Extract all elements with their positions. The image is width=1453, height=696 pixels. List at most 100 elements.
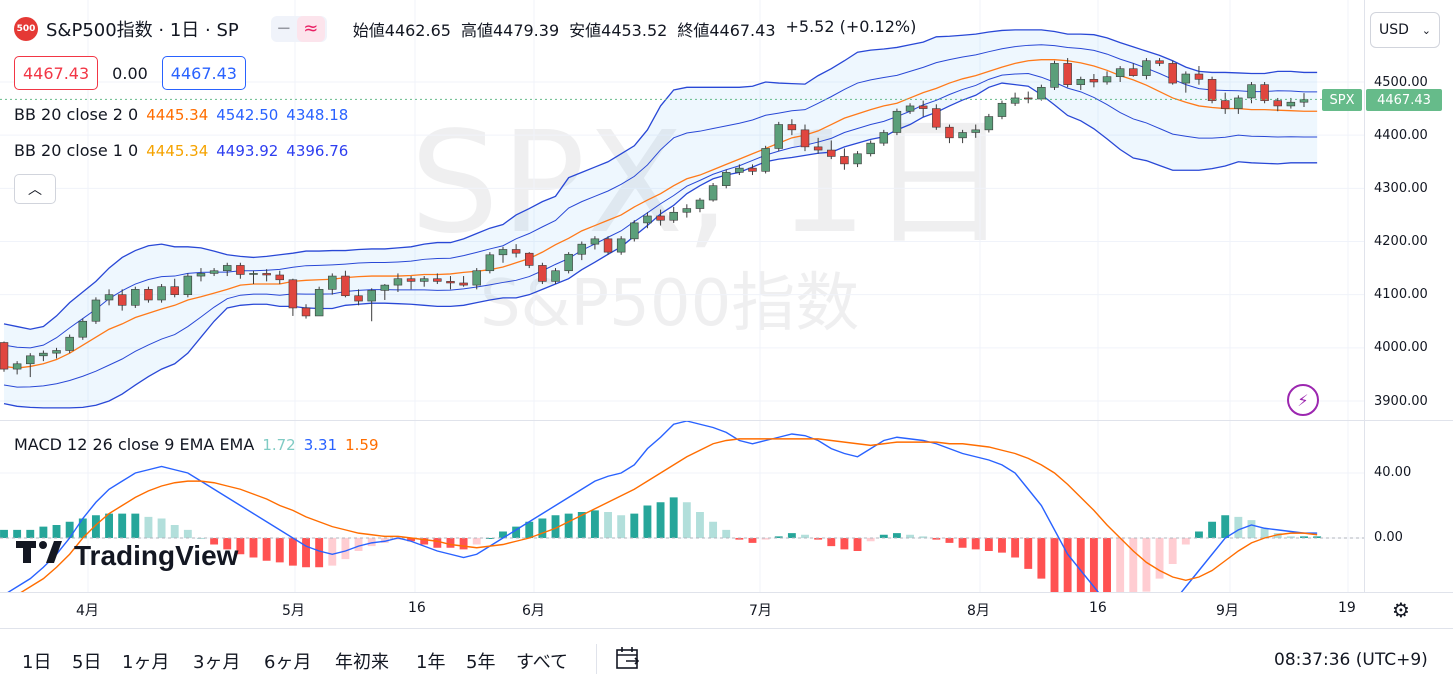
macd-histogram-bar [551,515,560,538]
range-1y-button[interactable]: 1年 [416,652,446,673]
symbol-price-tag: SPX [1322,89,1362,111]
time-axis[interactable] [0,592,1453,628]
bid-box[interactable]: 4467.43 [14,56,99,90]
price-scale[interactable] [1364,0,1453,592]
macd-histogram-bar [892,533,901,538]
bb2-name: BB 20 close 1 0 [14,141,139,160]
macd-histogram-bar [906,534,914,538]
low-value: 4453.52 [601,21,668,40]
macd-histogram-bar [604,512,612,538]
macd-histogram-bar [1286,536,1295,538]
candle-body [262,273,271,276]
high-label: 高値 [460,21,493,40]
range-5d-button[interactable]: 5日 [72,652,102,673]
macd-histogram-bar [262,538,271,561]
candle-body [236,265,245,275]
candle-body [721,172,731,186]
lightning-icon[interactable]: ⚡ [1287,384,1319,416]
candle-body [328,275,337,290]
macd-histogram-bar [1116,538,1125,592]
clock-display[interactable]: 08:37:36 (UTC+9) [1274,650,1428,670]
calendar-goto-icon[interactable] [614,644,642,678]
candle-body [827,149,836,157]
candle-body [1207,79,1217,101]
candle-body [1063,63,1072,85]
candle-body [406,278,416,282]
tradingview-mark-icon [16,538,64,573]
macd-histogram-bar [39,526,48,538]
macd-histogram-bar [630,513,639,538]
macd-histogram-bar [105,513,113,538]
range-6m-button[interactable]: 6ヶ月 [264,652,312,673]
candle-body [1010,97,1020,104]
spread-value: 0.00 [112,63,148,83]
bb1-legend[interactable]: BB 20 close 2 0 4445.34 4542.50 4348.18 [14,105,348,124]
candle-body [12,363,22,370]
close-label: 終値 [677,21,710,40]
chevron-down-icon: ⌄ [1421,23,1431,37]
candle-body [314,289,324,317]
range-ytd-button[interactable]: 年初来 [335,652,389,673]
range-1m-button[interactable]: 1ヶ月 [122,652,170,673]
candle-body [643,215,652,224]
currency-select[interactable]: USD ⌄ [1370,12,1440,48]
range-1d-button[interactable]: 1日 [22,652,52,673]
macd-histogram-bar [748,538,757,543]
candle-body [748,167,757,172]
candle-body [656,215,665,221]
candle-body [341,275,350,297]
bb2-lower: 4396.76 [286,141,349,160]
candle-body [249,273,258,275]
candle-body [1260,84,1269,101]
candle-body [157,286,166,301]
close-value: 4467.43 [709,21,776,40]
minus-icon[interactable]: − [276,18,292,39]
pane-separator[interactable] [0,420,1453,421]
ask-box[interactable]: 4467.43 [161,56,246,90]
macd-histogram-bar [1063,538,1072,592]
macd-histogram-bar [512,526,521,538]
macd-histogram-bar [853,538,862,551]
bb2-legend[interactable]: BB 20 close 1 0 4445.34 4493.92 4396.76 [14,141,348,160]
time-tick: 5月 [282,603,305,619]
range-all-button[interactable]: すべて [516,652,569,673]
candle-body [590,238,600,245]
chart-type-toggle[interactable]: − ≈ [270,16,327,42]
collapse-legend-button[interactable]: ︿ [14,174,56,204]
bb1-basis: 4445.34 [146,105,209,124]
candle-body [419,278,429,282]
macd-histogram-bar [420,538,429,545]
time-tick: 16 [1089,600,1107,616]
macd-histogram-bar [1103,538,1111,592]
price-tick: 4500.00 [1374,75,1428,90]
chart-area[interactable]: SPX, 1日 S&P500指数 [0,0,1364,592]
range-3m-button[interactable]: 3ヶ月 [193,652,241,673]
macd-histogram-bar [1089,538,1098,592]
macd-histogram-bar [971,538,980,550]
wave-icon[interactable]: ≈ [296,16,325,42]
symbol-title[interactable]: S&P500指数 · 1日 · SP [46,20,239,41]
price-tick: 4300.00 [1374,181,1428,196]
settings-gear-icon[interactable]: ⚙ [1392,598,1410,622]
candle-body [196,273,206,277]
candle-body [26,355,35,365]
candle-body [971,129,980,133]
price-tick: 4000.00 [1374,340,1428,355]
macd-legend[interactable]: MACD 12 26 close 9 EMA EMA 1.72 3.31 1.5… [14,435,379,454]
candle-body [945,126,954,139]
price-chart[interactable] [0,0,1364,592]
high-value: 4479.39 [492,21,560,40]
macd-histogram-bar [0,529,8,538]
macd-histogram-bar [472,538,481,545]
candle-body [879,132,889,144]
candle-body [538,265,547,282]
candle-body [853,153,862,165]
range-5y-button[interactable]: 5年 [466,652,496,673]
bb2-upper: 4493.92 [216,141,279,160]
macd-histogram-bar [958,538,967,548]
time-tick: 7月 [749,603,772,619]
macd-histogram-bar [354,538,363,551]
tradingview-logo[interactable]: TradingView [16,538,238,573]
candle-body [367,290,376,302]
candle-body [222,265,232,272]
